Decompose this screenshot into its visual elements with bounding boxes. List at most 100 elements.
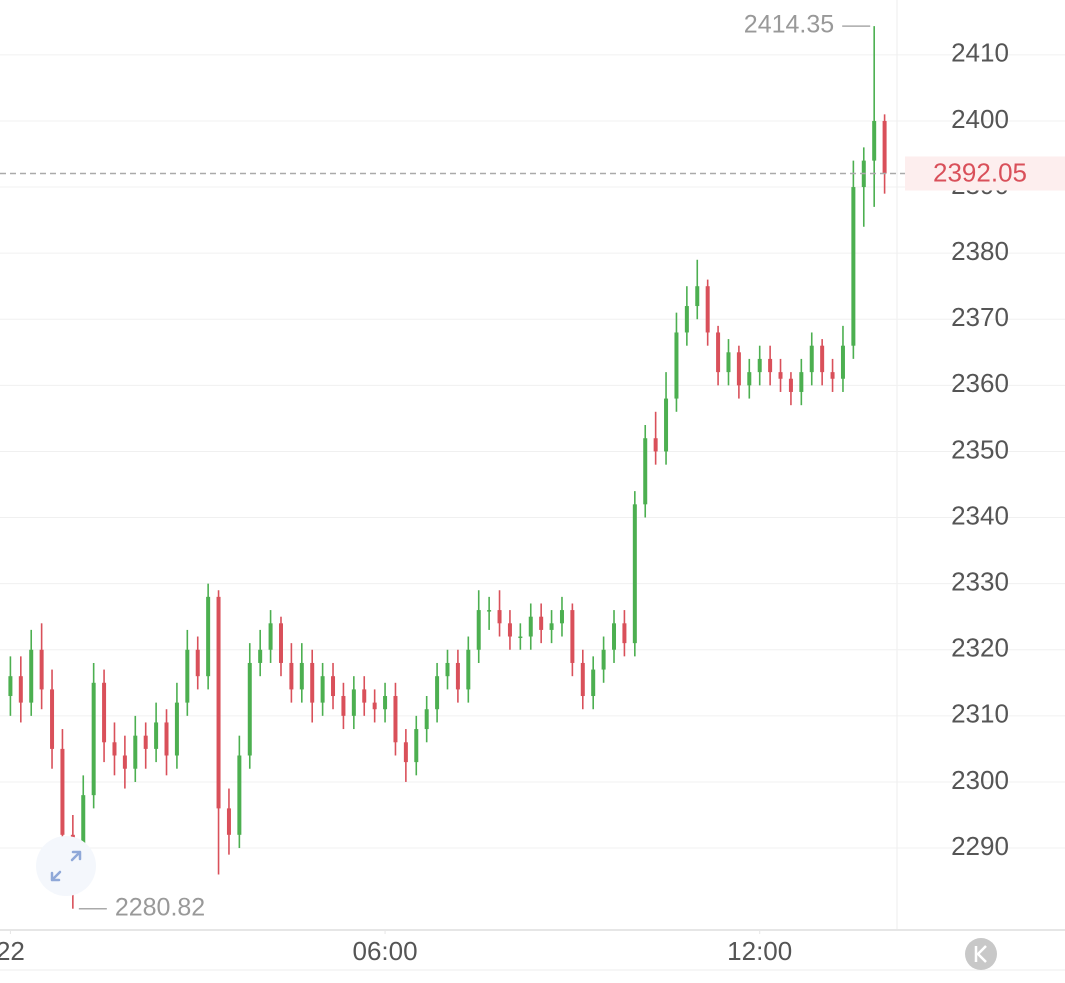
candle-body: [851, 187, 856, 346]
candle-body: [757, 358, 762, 373]
candle-body: [674, 332, 679, 399]
y-tick-label: 2350: [951, 434, 1009, 464]
y-tick-label: 2360: [951, 368, 1009, 398]
candle-body: [91, 682, 96, 796]
max-label: 2414.35: [744, 11, 834, 39]
x-tick-label: 06:00: [353, 936, 418, 966]
kline-icon: [974, 945, 987, 963]
x-tick-label: 22: [0, 936, 25, 966]
candle-body: [622, 623, 627, 644]
candle-body: [684, 306, 689, 333]
candle-body: [487, 610, 492, 612]
candle-body: [8, 676, 13, 697]
candle-body: [320, 676, 325, 703]
last-price-label: 2392.05: [933, 157, 1027, 187]
candle-body: [50, 689, 55, 749]
candle-body: [414, 729, 419, 763]
x-tick-label: 12:00: [727, 936, 792, 966]
candle-body: [591, 669, 596, 697]
candle-body: [299, 662, 304, 690]
zoom-button-bg[interactable]: [36, 836, 96, 896]
candle-body: [331, 676, 336, 697]
candle-body: [455, 662, 460, 690]
candle-body: [612, 623, 617, 650]
candle-body: [133, 735, 138, 769]
candle-body: [351, 689, 356, 716]
last-price-bg: [905, 156, 1065, 191]
candle-body: [695, 286, 700, 307]
candle-body: [206, 596, 211, 677]
candle-body: [549, 623, 554, 630]
candle-body: [226, 808, 231, 835]
candle-body: [435, 676, 440, 710]
y-tick-label: 2300: [951, 765, 1009, 795]
zoom-button[interactable]: [36, 836, 96, 896]
candle-body: [747, 372, 752, 386]
candle-body: [778, 372, 783, 379]
candle-body: [705, 286, 710, 333]
candle-body: [466, 649, 471, 690]
candle-body: [18, 676, 23, 703]
y-tick-label: 2380: [951, 236, 1009, 266]
candle-body: [601, 649, 606, 670]
y-tick-label: 2310: [951, 699, 1009, 729]
candle-body: [341, 696, 346, 716]
y-tick-label: 2410: [951, 38, 1009, 68]
candle-body: [580, 662, 585, 697]
candle-body: [143, 735, 148, 749]
candle-body: [736, 352, 741, 386]
candle-body: [102, 682, 107, 743]
candle-body: [570, 610, 575, 663]
candle-body: [216, 596, 221, 809]
candle-body: [820, 345, 825, 373]
candle-body: [383, 696, 388, 710]
candle-body: [507, 623, 512, 637]
candle-body: [185, 649, 190, 703]
candle-body: [872, 120, 877, 161]
candle-body: [310, 662, 315, 703]
candle-body: [247, 662, 252, 756]
overlay: 2414.35 2280.82 2392.05: [0, 11, 1065, 921]
candle-body: [39, 649, 44, 690]
candle-body: [403, 742, 408, 763]
candle-body: [528, 616, 533, 637]
candle-body: [497, 610, 502, 624]
candle-body: [539, 616, 544, 630]
candle-body: [122, 755, 127, 769]
candle-body: [882, 120, 887, 174]
candle-body: [393, 696, 398, 743]
min-label: 2280.82: [115, 893, 205, 921]
y-tick-label: 2400: [951, 104, 1009, 134]
candle-body: [726, 352, 731, 373]
y-tick-label: 2290: [951, 831, 1009, 861]
candle-body: [29, 649, 34, 703]
candle-body: [174, 702, 179, 756]
y-tick-label: 2340: [951, 500, 1009, 530]
candle-body: [830, 372, 835, 379]
candle-body: [445, 662, 450, 677]
candle-body: [788, 378, 793, 392]
candle-body: [278, 623, 283, 663]
candle-body: [559, 610, 564, 624]
candle-body: [809, 345, 814, 373]
candle-body: [518, 636, 523, 639]
candle-body: [372, 702, 377, 710]
candle-body: [112, 742, 117, 756]
candle-body: [840, 345, 845, 379]
candle-body: [799, 372, 804, 392]
candle-body: [476, 610, 481, 650]
kline-button[interactable]: [965, 938, 997, 970]
candle-body: [237, 755, 242, 835]
zoom-icon: [50, 850, 82, 882]
candle-body: [632, 504, 637, 644]
candle-body: [424, 709, 429, 730]
kline-button-bg[interactable]: [965, 938, 997, 970]
candle-body: [362, 689, 367, 703]
candle-body: [289, 662, 294, 690]
y-tick-label: 2370: [951, 302, 1009, 332]
candle-body: [716, 332, 721, 373]
candle-body: [164, 722, 169, 756]
